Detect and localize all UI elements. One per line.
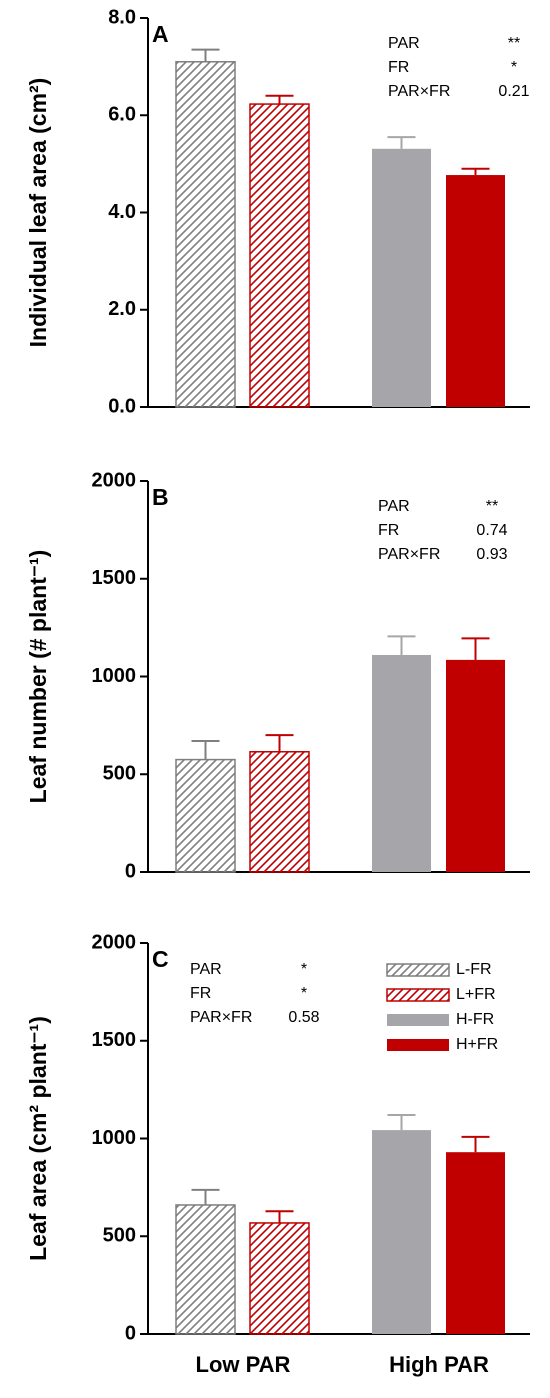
panel-letter: A [152, 21, 169, 47]
bar [175, 758, 236, 873]
stat-value: 0.21 [498, 83, 529, 100]
legend-label: H+FR [456, 1036, 498, 1053]
bar [249, 1222, 310, 1335]
stat-value: 0.58 [288, 1009, 319, 1026]
stat-value: 0.74 [476, 522, 507, 539]
bar [372, 1130, 431, 1334]
y-tick-label: 1000 [92, 1127, 137, 1149]
y-tick-label: 500 [103, 1225, 136, 1247]
panel-letter: B [152, 484, 169, 510]
bar [175, 1204, 236, 1335]
y-tick-label: 1000 [92, 665, 137, 687]
stat-value: * [511, 59, 517, 76]
stat-value: * [301, 985, 307, 1002]
stat-term: PAR [388, 35, 420, 52]
stat-term: FR [378, 522, 399, 539]
stat-term: PAR [378, 498, 410, 515]
x-tick-label: Low PAR [196, 1352, 291, 1377]
stat-value: ** [508, 35, 520, 52]
y-tick-label: 8.0 [108, 6, 136, 28]
x-tick-label: High PAR [389, 1352, 489, 1377]
stat-term: FR [190, 985, 211, 1002]
y-tick-label: 0 [125, 1322, 136, 1344]
legend-swatch [387, 1014, 449, 1026]
y-axis-title: Individual leaf area (cm²) [25, 78, 51, 348]
legend-swatch [386, 988, 450, 1002]
bar [249, 751, 310, 873]
legend-swatch [386, 963, 450, 977]
stat-value: * [301, 961, 307, 978]
stat-value: 0.93 [476, 546, 507, 563]
y-axis-title: Leaf number (# plant⁻¹) [25, 550, 51, 804]
stat-term: FR [388, 59, 409, 76]
bar [446, 1152, 505, 1334]
bar [446, 659, 505, 872]
legend-swatch [387, 1039, 449, 1051]
stat-term: PAR×FR [388, 83, 450, 100]
bar [372, 654, 431, 872]
stat-value: ** [486, 498, 498, 515]
y-tick-label: 6.0 [108, 104, 136, 126]
y-tick-label: 1500 [92, 1029, 137, 1051]
y-tick-label: 0 [125, 860, 136, 882]
y-tick-label: 1500 [92, 567, 137, 589]
stat-term: PAR×FR [378, 546, 440, 563]
bar [372, 148, 431, 407]
legend-label: L-FR [456, 961, 492, 978]
panel-letter: C [152, 946, 169, 972]
y-axis-title: Leaf area (cm² plant⁻¹) [25, 1016, 51, 1261]
legend-label: H-FR [456, 1011, 494, 1028]
y-tick-label: 4.0 [108, 201, 136, 223]
stat-term: PAR [190, 961, 222, 978]
y-tick-label: 2.0 [108, 298, 136, 320]
stat-term: PAR×FR [190, 1009, 252, 1026]
legend-label: L+FR [456, 986, 496, 1003]
bar [175, 61, 236, 408]
y-tick-label: 2000 [92, 931, 137, 953]
y-tick-label: 2000 [92, 469, 137, 491]
bar [446, 175, 505, 407]
bar [249, 103, 310, 408]
y-tick-label: 500 [103, 763, 136, 785]
y-tick-label: 0.0 [108, 395, 136, 417]
